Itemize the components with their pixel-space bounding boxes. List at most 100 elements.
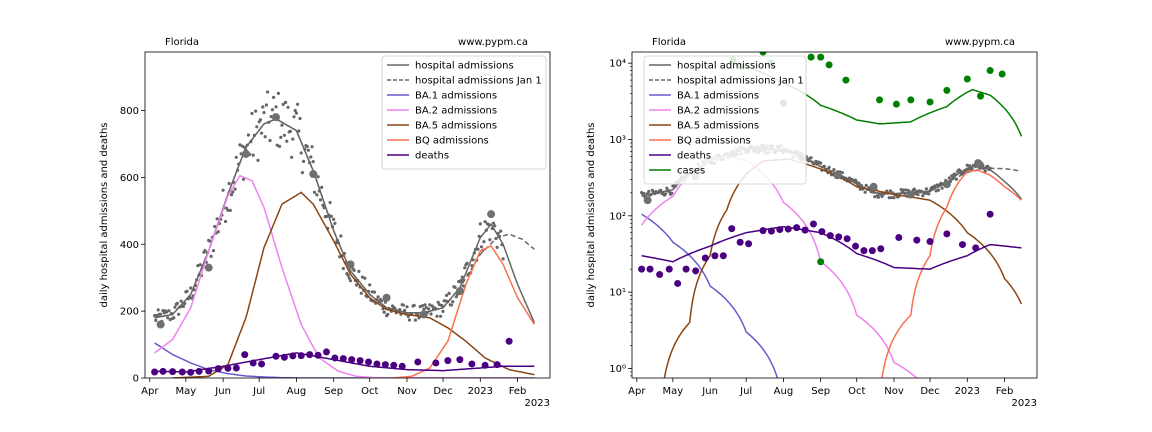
admission-daily-point (302, 159, 306, 163)
death-point (728, 225, 736, 233)
y-tick-label: 0 (133, 374, 139, 385)
case-point (977, 92, 985, 100)
death-point (432, 359, 440, 367)
admission-daily-point (858, 187, 862, 191)
admission-daily-point (428, 303, 432, 307)
admission-daily-point (226, 208, 230, 212)
admission-daily-point (339, 234, 343, 238)
death-point (493, 361, 501, 369)
death-point (505, 337, 513, 345)
admission-daily-point (189, 286, 193, 290)
y-tick-label: 600 (120, 173, 139, 184)
x-tick-label: 2023 (468, 386, 493, 397)
admission-daily-point (228, 208, 232, 212)
case-point (998, 70, 1006, 78)
admission-daily-point (832, 168, 836, 172)
death-point (195, 367, 203, 375)
admission-daily-point (272, 95, 276, 99)
admission-daily-point (499, 229, 503, 233)
death-point (759, 227, 767, 235)
admission-daily-point (970, 167, 974, 171)
admission-daily-point (814, 159, 818, 163)
death-point (852, 242, 860, 250)
admission-weekly-point (869, 182, 878, 191)
admission-daily-point (401, 303, 405, 307)
admission-daily-point (363, 276, 367, 280)
legend-label: deaths (415, 151, 449, 162)
death-point (187, 368, 195, 376)
admission-daily-point (439, 314, 443, 318)
death-point (646, 265, 654, 273)
admission-daily-point (435, 314, 439, 318)
admission-daily-point (482, 240, 486, 244)
admission-daily-point (281, 102, 285, 106)
admission-daily-point (156, 308, 160, 312)
admission-daily-point (380, 299, 384, 303)
death-point (776, 226, 784, 234)
admission-daily-point (216, 230, 220, 234)
legend-label: hospital admissions (415, 61, 514, 72)
admission-daily-point (413, 318, 417, 322)
death-point (178, 368, 186, 376)
death-point (456, 356, 464, 364)
admission-daily-point (863, 190, 867, 194)
death-point (972, 244, 980, 252)
x-tick-label: Jul (739, 386, 752, 397)
admission-daily-point (229, 193, 234, 197)
admission-daily-point (935, 183, 939, 187)
admission-daily-point (255, 125, 259, 129)
x-tick-label: Aug (774, 386, 794, 397)
death-point (835, 233, 843, 241)
admission-daily-point (447, 291, 451, 295)
admission-daily-point (341, 266, 345, 271)
death-point (169, 368, 177, 376)
admission-daily-point (315, 193, 319, 197)
admission-daily-point (172, 316, 176, 320)
admission-daily-point (368, 283, 372, 287)
legend-label: BQ admissions (677, 136, 751, 147)
admission-daily-point (348, 279, 353, 283)
admission-daily-point (155, 313, 159, 317)
death-point (826, 232, 834, 240)
admission-daily-point (310, 145, 314, 149)
axes-frame (144, 51, 551, 379)
admission-daily-point (892, 196, 896, 200)
admission-daily-point (916, 193, 920, 197)
death-point (224, 364, 232, 372)
admission-daily-point (454, 295, 458, 299)
admission-daily-point (290, 155, 294, 159)
admission-daily-point (316, 175, 320, 179)
region-label: Florida (652, 37, 686, 48)
death-point (943, 230, 951, 238)
y-axis-label: daily hospital admissions and deaths (586, 122, 597, 307)
year-label: 2023 (525, 398, 550, 409)
legend-label: BA.1 admissions (677, 91, 759, 102)
case-point (926, 98, 934, 106)
death-point (414, 358, 422, 366)
admission-daily-point (418, 305, 422, 309)
admission-daily-point (403, 308, 407, 312)
case-point (825, 61, 833, 69)
admission-daily-point (168, 318, 172, 322)
admission-daily-point (203, 249, 207, 253)
admission-daily-point (451, 300, 455, 304)
death-point (877, 245, 885, 253)
admission-daily-point (463, 266, 467, 270)
admission-daily-point (642, 191, 646, 196)
admission-daily-point (231, 190, 235, 194)
legend-label: cases (677, 166, 705, 177)
admission-daily-point (280, 123, 284, 127)
death-point (793, 224, 801, 232)
admission-daily-point (324, 214, 329, 219)
admission-weekly-point (974, 159, 983, 168)
admission-daily-point (876, 195, 881, 199)
admission-daily-point (873, 195, 877, 199)
region-label: Florida (165, 37, 199, 48)
death-point (926, 238, 934, 246)
x-tick-label: Aug (287, 386, 307, 397)
series-line-ba-5-admissions (663, 158, 1023, 378)
admission-daily-point (175, 301, 179, 305)
admission-daily-point (256, 158, 260, 162)
death-point (860, 247, 868, 255)
